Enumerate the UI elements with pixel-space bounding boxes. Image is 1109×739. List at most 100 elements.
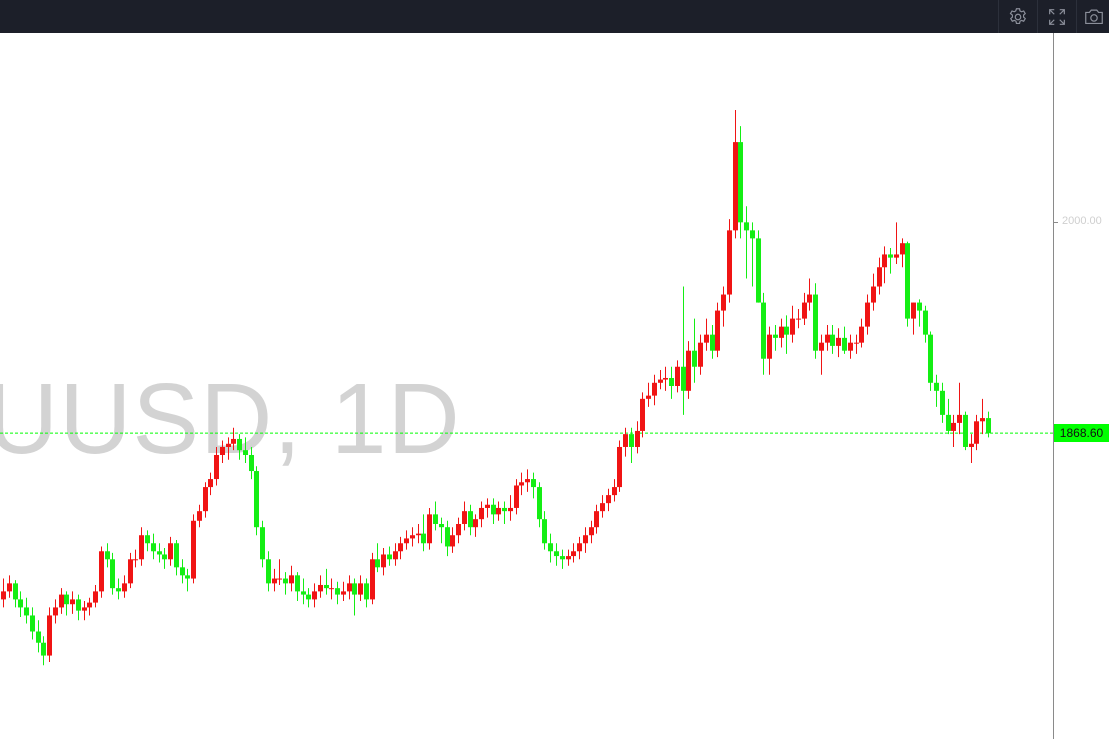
candle-body	[750, 230, 755, 239]
candle	[761, 292, 766, 375]
candle	[525, 469, 530, 492]
candle-body	[398, 543, 403, 552]
candle	[36, 620, 41, 653]
candle-body	[301, 591, 306, 595]
candle-body	[571, 551, 576, 557]
candle-body	[283, 578, 288, 584]
settings-button[interactable]	[998, 0, 1037, 33]
candle	[237, 434, 242, 460]
candle	[162, 548, 167, 569]
candle	[514, 479, 519, 515]
candle-body	[485, 504, 490, 508]
candle	[986, 411, 991, 438]
candle	[554, 543, 559, 566]
candle-body	[387, 554, 392, 560]
candle	[600, 495, 605, 518]
candle-body	[986, 418, 991, 434]
candle-body	[807, 294, 812, 303]
candle	[779, 318, 784, 348]
y-tick-label: 2000.00	[1062, 215, 1102, 228]
candle-body	[980, 418, 985, 422]
candle	[312, 583, 317, 608]
candle	[859, 318, 864, 348]
candle-body	[468, 511, 473, 528]
candle-body	[122, 583, 127, 592]
candle-body	[231, 438, 236, 444]
candle-body	[324, 584, 329, 589]
candle	[877, 257, 882, 295]
snapshot-button[interactable]	[1076, 0, 1109, 33]
candle	[157, 543, 162, 563]
candle-body	[773, 334, 778, 338]
candle-body	[208, 479, 213, 488]
candle	[940, 382, 945, 423]
candle	[623, 427, 628, 457]
candle	[756, 230, 761, 303]
candle	[502, 501, 507, 524]
candle	[508, 495, 513, 521]
candle	[519, 472, 524, 496]
candle-body	[508, 507, 513, 512]
candle-body	[848, 342, 853, 351]
candle-body	[537, 487, 542, 520]
candle-body	[47, 615, 52, 656]
candle-body	[18, 599, 23, 608]
candle-body	[381, 554, 386, 568]
candle-body	[139, 535, 144, 560]
candle	[254, 466, 259, 536]
candle	[445, 520, 450, 557]
candle-body	[663, 377, 668, 380]
fullscreen-button[interactable]	[1037, 0, 1076, 33]
candle	[329, 578, 334, 600]
candle-body	[836, 337, 841, 346]
candle	[277, 559, 282, 585]
candle	[122, 575, 127, 598]
candle	[957, 382, 962, 435]
price-axis[interactable]	[1053, 33, 1054, 739]
candle-body	[756, 238, 761, 303]
candle	[946, 398, 951, 435]
candle	[226, 437, 231, 460]
candle	[479, 501, 484, 528]
candle-body	[59, 594, 64, 608]
candle	[381, 548, 386, 576]
candle-body	[266, 559, 271, 584]
candle	[681, 286, 686, 415]
candle	[352, 578, 357, 616]
candle-body	[254, 471, 259, 528]
candle	[110, 552, 115, 595]
candle	[594, 504, 599, 534]
candle	[635, 421, 640, 454]
candle-body	[877, 267, 882, 287]
candle-body	[36, 631, 41, 643]
candle-body	[93, 591, 98, 603]
candle	[433, 501, 438, 531]
candle	[905, 241, 910, 327]
candle	[260, 520, 265, 568]
candlestick-plot[interactable]	[0, 33, 1053, 739]
candle-body	[802, 302, 807, 319]
candle	[698, 334, 703, 375]
candle	[577, 536, 582, 560]
candle	[70, 591, 75, 614]
candle	[370, 552, 375, 605]
candle	[738, 126, 743, 239]
candle-body	[790, 318, 795, 335]
candle-body	[658, 379, 663, 383]
candle-body	[318, 584, 323, 592]
candle-body	[600, 503, 605, 512]
candle-body	[640, 398, 645, 431]
candle-body	[865, 302, 870, 327]
candle	[341, 581, 346, 602]
candle	[335, 581, 340, 605]
candle	[64, 591, 69, 616]
candle-body	[617, 446, 622, 488]
candle-body	[277, 578, 282, 580]
candle	[456, 517, 461, 544]
candle-body	[859, 326, 864, 343]
candle	[289, 565, 294, 592]
candle-body	[882, 254, 887, 268]
symbol-watermark: UUSD, 1D	[0, 363, 461, 475]
candle	[686, 341, 691, 399]
candle-body	[329, 588, 334, 590]
